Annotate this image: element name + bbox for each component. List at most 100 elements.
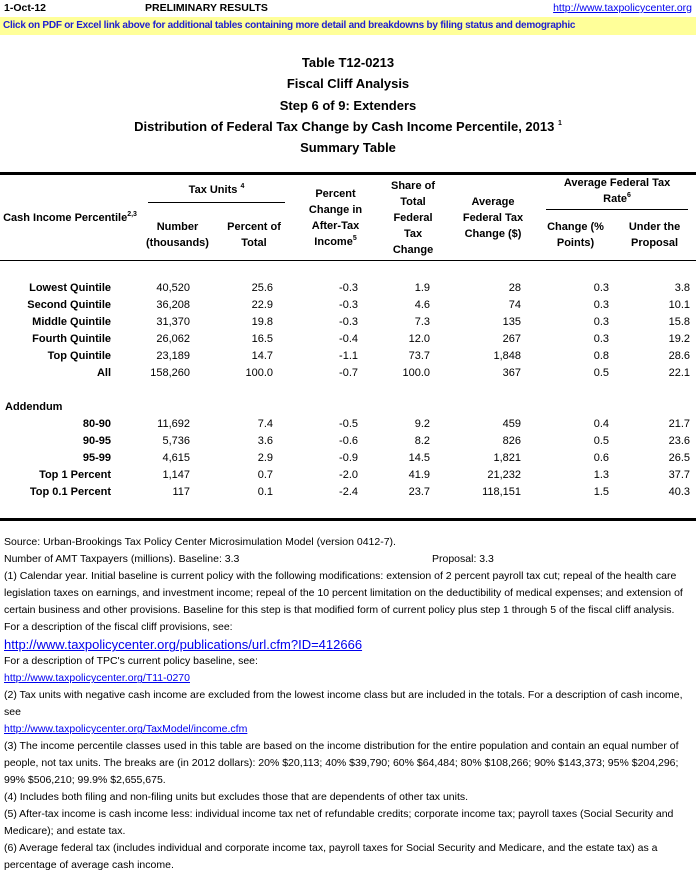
cell: 22.1 <box>668 367 691 380</box>
amt-proposal: Proposal: 3.3 <box>432 553 494 566</box>
cell: 26.5 <box>668 452 691 465</box>
notes: Source: Urban-Brookings Tax Policy Cente… <box>0 534 696 874</box>
cell: 21.7 <box>668 418 691 431</box>
note-text: (1) Calendar year. Initial baseline is c… <box>4 570 683 634</box>
header-text: Tax Units <box>188 184 238 197</box>
title-line: Table T12-0213 <box>301 55 395 70</box>
row-label: 90-95 <box>82 435 111 448</box>
cell: 0.3 <box>593 282 610 295</box>
cell: -1.1 <box>339 350 359 363</box>
cell: 0.5 <box>593 367 610 380</box>
header-text: Percent Change in After-Tax Income <box>308 187 363 248</box>
cell: 23.6 <box>668 435 691 448</box>
table-body: Lowest Quintile 40,520 25.6 -0.3 1.9 28 0.3 3.8… <box>0 260 696 382</box>
row-label: 80-90 <box>82 418 111 431</box>
note-text: (3) The income percentile classes used i… <box>4 740 679 787</box>
cell: 0.4 <box>593 418 610 431</box>
cell: 1,147 <box>162 469 190 482</box>
addendum-body: Addendum 80-90 11,692 7.4 -0.5 9.2 459 0.4 21.7… <box>0 382 696 520</box>
header-cell: Share of Total Federal Tax Change <box>391 179 436 256</box>
date: 1-Oct-12 <box>4 2 47 14</box>
table-row: 90-95 5,736 3.6 -0.6 8.2 826 0.5 23.6 <box>0 433 696 450</box>
cell: -0.9 <box>339 452 359 465</box>
row-label: Top 0.1 Percent <box>29 486 111 499</box>
summary-table: Cash Income Percentile2,3 Tax Units 4 Pe… <box>0 172 696 521</box>
amt-baseline: Number of AMT Taxpayers (millions). Base… <box>4 553 240 566</box>
cell: 1,848 <box>493 350 522 363</box>
cell: 8.2 <box>414 435 431 448</box>
site-link[interactable]: http://www.taxpolicycenter.org <box>553 2 692 14</box>
cell: 26,062 <box>156 333 190 346</box>
cell: 100.0 <box>245 367 274 380</box>
cell: 7.3 <box>414 316 431 329</box>
note-link[interactable]: http://www.taxpolicycenter.org/publicati… <box>4 637 363 653</box>
cell: -0.4 <box>339 333 359 346</box>
cell: -2.0 <box>339 469 359 482</box>
cell: 15.8 <box>668 316 691 329</box>
cell: 23,189 <box>156 350 190 363</box>
cell: 16.5 <box>251 333 274 346</box>
row-label: All <box>96 367 111 380</box>
cell: 36,208 <box>156 299 190 312</box>
cell: -0.5 <box>339 418 359 431</box>
cell: 0.3 <box>593 316 610 329</box>
row-label: 95-99 <box>82 452 111 465</box>
table-header: Cash Income Percentile2,3 Tax Units 4 Pe… <box>0 173 696 261</box>
cell: -2.4 <box>339 486 359 499</box>
footnote-ref: 4 <box>240 183 245 191</box>
note-text: For a description of TPC's current polic… <box>4 655 258 668</box>
cell: 367 <box>502 367 522 380</box>
cell: 158,260 <box>150 367 190 380</box>
cell: 23.7 <box>408 486 431 499</box>
cell: -0.3 <box>339 316 359 329</box>
table-row: 95-99 4,615 2.9 -0.9 14.5 1,821 0.6 26.5 <box>0 450 696 467</box>
cell: 7.4 <box>257 418 274 431</box>
note-text: (5) After-tax income is cash income less… <box>4 808 674 838</box>
amt-note: Number of AMT Taxpayers (millions). Base… <box>4 551 692 568</box>
cell: 0.1 <box>257 486 274 499</box>
cell: 118,151 <box>482 486 522 499</box>
header-text: Average Federal Tax Rate <box>563 177 671 206</box>
cell: 28.6 <box>668 350 691 363</box>
footnote-ref: 1 <box>557 119 562 127</box>
row-label: Middle Quintile <box>32 316 111 329</box>
title-line: Distribution of Federal Tax Change by Ca… <box>0 116 696 137</box>
cell: 19.8 <box>251 316 274 329</box>
spacer <box>0 501 696 520</box>
cell: 19.2 <box>668 333 691 346</box>
footnote-ref: 6 <box>626 192 631 200</box>
cell: 14.5 <box>408 452 431 465</box>
cell: 1.3 <box>593 469 610 482</box>
cell: 10.1 <box>668 299 691 312</box>
table-row: Lowest Quintile 40,520 25.6 -0.3 1.9 28 0.3 3.8 <box>0 280 696 297</box>
cell: 0.5 <box>593 435 610 448</box>
title-line: Step 6 of 9: Extenders <box>279 97 417 113</box>
cell: 41.9 <box>408 469 431 482</box>
header-cell: Change (% Points) <box>547 221 604 250</box>
note-text: (6) Average federal tax (includes indivi… <box>4 842 658 872</box>
cell: 73.7 <box>408 350 431 363</box>
table-row: Fourth Quintile 26,062 16.5 -0.4 12.0 267 0.3 1… <box>0 331 696 348</box>
footnote-ref: 5 <box>352 234 357 242</box>
header-text: Cash Income Percentile <box>3 211 128 224</box>
cell: 28 <box>508 282 522 295</box>
note-link[interactable]: http://www.taxpolicycenter.org/T11-0270 <box>4 672 190 685</box>
header-cell: Tax Units 4 <box>140 174 293 211</box>
cell: 21,232 <box>487 469 522 482</box>
header-cell: Under the Proposal <box>628 221 681 250</box>
cell: 37.7 <box>668 469 691 482</box>
cell: 2.9 <box>257 452 274 465</box>
note-link[interactable]: http://www.taxpolicycenter.org/TaxModel/… <box>4 723 248 736</box>
cell: 14.7 <box>251 350 274 363</box>
header-cell: Percent Change in After-Tax Income5 <box>293 174 378 261</box>
cell: 1,821 <box>493 452 522 465</box>
cell: 117 <box>172 486 190 499</box>
cell: 135 <box>502 316 522 329</box>
table-row: Top Quintile 23,189 14.7 -1.1 73.7 1,848 0.8 28… <box>0 348 696 365</box>
table-row: Top 0.1 Percent 117 0.1 -2.4 23.7 118,151 1.5 4… <box>0 484 696 501</box>
table-row: 80-90 11,692 7.4 -0.5 9.2 459 0.4 21.7 <box>0 416 696 433</box>
addendum-label: Addendum <box>5 401 63 414</box>
cell: 0.8 <box>593 350 610 363</box>
note-text: (2) Tax units with negative cash income … <box>4 689 683 719</box>
